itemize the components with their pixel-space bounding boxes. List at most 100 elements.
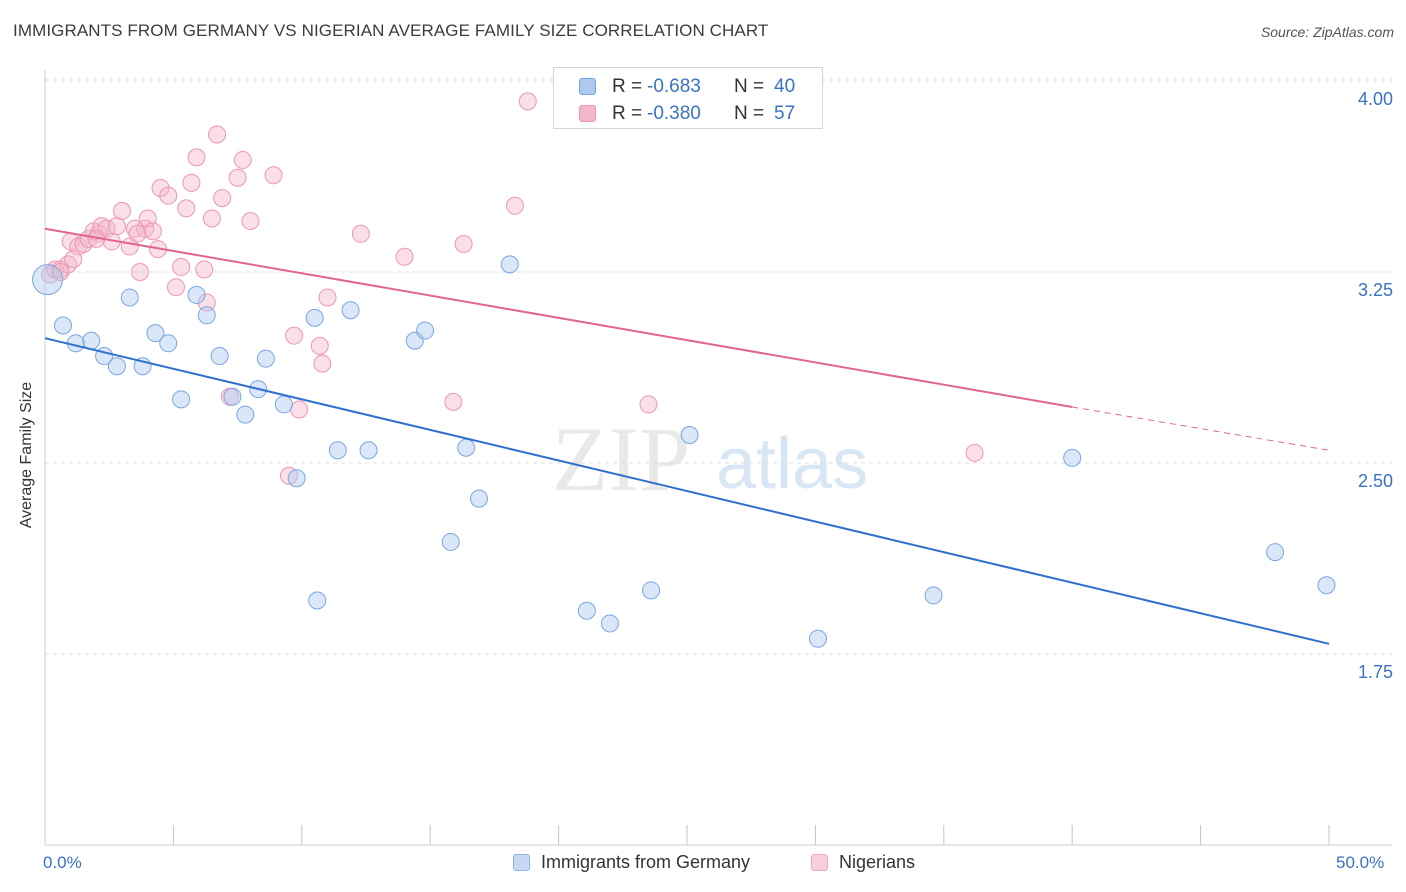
legend-item-germany[interactable]: Immigrants from Germany: [513, 852, 750, 873]
stats-row-nigerians: R = -0.380 N = 57: [554, 100, 824, 128]
nigerians-point: [285, 326, 304, 345]
nigerians-point: [310, 336, 329, 355]
nigerians-point: [228, 168, 247, 187]
germany-point: [441, 532, 460, 551]
n-label: N =: [734, 103, 765, 124]
germany-point: [287, 469, 306, 488]
r-value: -0.380: [647, 103, 701, 124]
nigerians-point: [241, 212, 260, 231]
legend-label-nigerians: Nigerians: [839, 852, 916, 872]
stats-legend: R = -0.683 N = 40 R = -0.380 N = 57: [553, 67, 823, 129]
germany-point: [600, 614, 619, 633]
germany-point: [1266, 543, 1285, 562]
nigerians-point: [195, 260, 214, 279]
r-label: R =: [612, 103, 643, 124]
germany-point: [924, 586, 943, 605]
nigerians-trendline-extension: [1072, 406, 1330, 451]
germany-point: [457, 438, 476, 457]
nigerians-point: [151, 178, 170, 197]
nigerians-point: [202, 209, 221, 228]
germany-point: [53, 316, 72, 335]
series-legend: Immigrants from Germany Nigerians: [0, 852, 1406, 878]
nigerians-point: [159, 186, 178, 205]
watermark-zip: ZIP: [552, 408, 690, 510]
nigerians-point: [187, 148, 206, 167]
germany-point: [359, 441, 378, 460]
nigerians-trendline: [44, 227, 1073, 408]
nigerians-swatch: [579, 105, 596, 122]
nigerians-point: [107, 217, 126, 236]
n-label: N =: [734, 76, 765, 97]
nigerians-point: [131, 263, 150, 281]
germany-point: [1063, 448, 1082, 467]
germany-point: [577, 601, 596, 620]
nigerians-point: [290, 400, 309, 419]
germany-point: [416, 321, 435, 340]
germany-point: [308, 591, 327, 610]
germany-point: [341, 301, 360, 320]
legend-item-nigerians[interactable]: Nigerians: [811, 852, 915, 873]
nigerians-point: [41, 265, 60, 284]
nigerians-point: [505, 196, 524, 215]
germany-point: [107, 357, 126, 376]
germany-point: [808, 629, 827, 648]
n-value: 40: [774, 76, 796, 97]
nigerians-legend-swatch: [811, 854, 828, 871]
nigerians-point: [113, 201, 132, 220]
watermark: ZIP atlas: [552, 408, 868, 510]
y-tick-label: 1.75: [1358, 662, 1393, 682]
germany-point: [82, 331, 101, 350]
source-label: Source: ZipAtlas.com: [1260, 24, 1394, 40]
germany-point: [305, 308, 324, 327]
stats-row-germany: R = -0.683 N = 40: [554, 73, 824, 101]
germany-point: [187, 285, 206, 304]
x-tick-min: 0.0%: [43, 853, 82, 872]
nigerians-point: [172, 257, 191, 276]
y-tick-label: 3.25: [1358, 280, 1393, 300]
x-tick-max: 50.0%: [1336, 853, 1385, 872]
germany-point: [236, 405, 255, 424]
germany-swatch: [579, 78, 596, 95]
nigerians-point: [965, 443, 984, 462]
nigerians-point: [208, 125, 227, 144]
germany-point: [32, 264, 64, 296]
nigerians-point: [125, 219, 144, 238]
watermark-atlas: atlas: [716, 424, 868, 504]
nigerians-point: [177, 199, 196, 218]
axes: [44, 70, 1392, 846]
nigerians-point: [264, 166, 283, 185]
nigerians-point: [166, 278, 185, 297]
nigerians-point: [639, 395, 658, 414]
nigerians-point: [197, 293, 216, 312]
nigerians-point: [318, 288, 337, 307]
nigerians-point: [351, 224, 370, 243]
nigerians-point: [444, 392, 463, 411]
germany-point: [159, 334, 178, 353]
germany-point: [328, 441, 347, 460]
germany-point: [1317, 576, 1336, 595]
r-label: R =: [612, 76, 643, 97]
r-value: -0.683: [647, 76, 701, 97]
germany-point: [256, 349, 275, 368]
chart-title: IMMIGRANTS FROM GERMANY VS NIGERIAN AVER…: [13, 21, 769, 40]
germany-point: [500, 255, 519, 274]
nigerians-point: [182, 173, 201, 192]
nigerians-points: [41, 92, 984, 485]
germany-point: [120, 288, 139, 307]
y-tick-label: 2.50: [1358, 471, 1393, 491]
germany-point: [210, 347, 229, 366]
germany-trendline: [44, 337, 1330, 645]
trendlines: [44, 227, 1330, 645]
germany-point: [223, 387, 242, 406]
legend-label-germany: Immigrants from Germany: [541, 852, 751, 872]
nigerians-point: [128, 224, 147, 243]
germany-point: [680, 425, 699, 444]
nigerians-point: [143, 222, 162, 241]
germany-point: [197, 306, 216, 325]
nigerians-point: [64, 250, 83, 269]
germany-point: [469, 489, 488, 508]
nigerians-point: [213, 189, 232, 208]
y-tick-label: 4.00: [1358, 89, 1393, 109]
n-value: 57: [774, 103, 796, 124]
germany-point: [146, 324, 165, 343]
